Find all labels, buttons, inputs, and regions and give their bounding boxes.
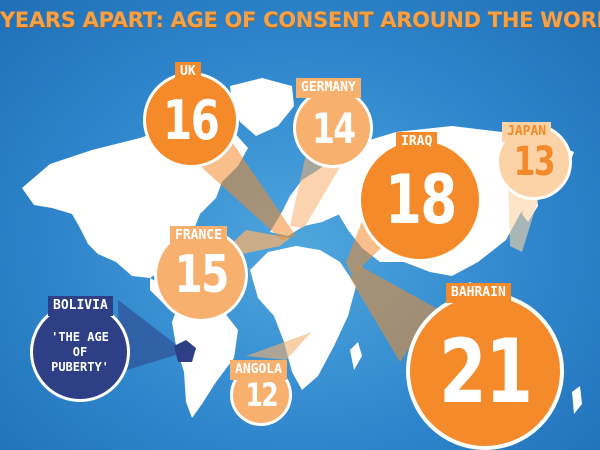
bolivia-highlight <box>174 340 196 362</box>
south-america <box>172 300 238 418</box>
iraq-label: IRAQ <box>396 132 438 152</box>
bahrain-value: 21 <box>438 319 533 423</box>
bolivia-value: 'THE AGE OF PUBERTY' <box>51 329 109 374</box>
japan-label: JAPAN <box>502 122 552 142</box>
iraq-value: 18 <box>384 160 457 240</box>
france-value: 15 <box>174 245 229 305</box>
france-label: FRANCE <box>170 226 227 246</box>
new-zealand <box>572 386 582 414</box>
bahrain-label: BAHRAIN <box>446 283 511 303</box>
bolivia-value-bubble: 'THE AGE OF PUBERTY' <box>30 302 130 402</box>
bahrain-value-bubble: 21 <box>406 292 564 450</box>
greenland <box>230 78 294 136</box>
page-title: YEARS APART: AGE OF CONSENT AROUND THE W… <box>0 8 600 32</box>
germany-label: GERMANY <box>296 78 361 98</box>
japan-value: 13 <box>513 139 556 185</box>
angola-label: ANGOLA <box>230 360 287 380</box>
uk-label: UK <box>175 62 201 82</box>
germany-ray <box>290 150 350 228</box>
bolivia-ray <box>118 300 186 372</box>
uk-value-bubble: 16 <box>143 72 239 168</box>
angola-ray <box>246 332 312 360</box>
germany-value-bubble: 14 <box>293 88 373 168</box>
bolivia-label: BOLIVIA <box>48 296 113 316</box>
iraq-value-bubble: 18 <box>358 138 482 262</box>
angola-value: 12 <box>245 376 278 414</box>
madagascar <box>350 342 362 370</box>
africa <box>250 246 356 390</box>
germany-value: 14 <box>311 103 356 153</box>
uk-value: 16 <box>163 88 220 152</box>
